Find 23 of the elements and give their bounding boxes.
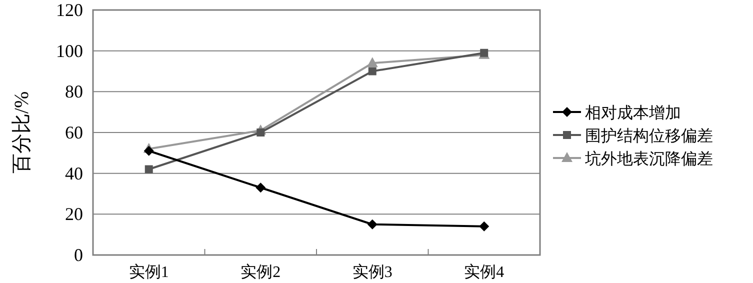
point [144,146,154,156]
legend-label: 坑外地表沉降偏差 [584,150,713,168]
y-tick-label: 120 [56,0,83,20]
y-tick-label: 80 [65,82,83,102]
point [367,219,378,230]
point [366,57,378,68]
y-tick-label: 100 [56,40,83,61]
x-tick-label: 实例2 [240,263,281,281]
point [144,165,153,174]
x-tick-label: 实例1 [128,263,169,281]
y-tick-label: 60 [65,122,83,142]
y-tick-label: 40 [65,163,83,184]
point [368,67,376,76]
y-tick-label: 20 [65,204,83,224]
x-tick-label: 实例3 [352,263,392,281]
x-tick-label: 实例4 [464,263,504,281]
y-tick-label: 0 [74,245,83,265]
legend-label: 围护结构位移偏差 [585,127,713,145]
legend-label: 相对成本增加 [585,104,681,122]
point [256,128,265,136]
point [479,221,490,232]
y-axis-title: 百分比/% [11,91,33,174]
point [256,182,266,193]
